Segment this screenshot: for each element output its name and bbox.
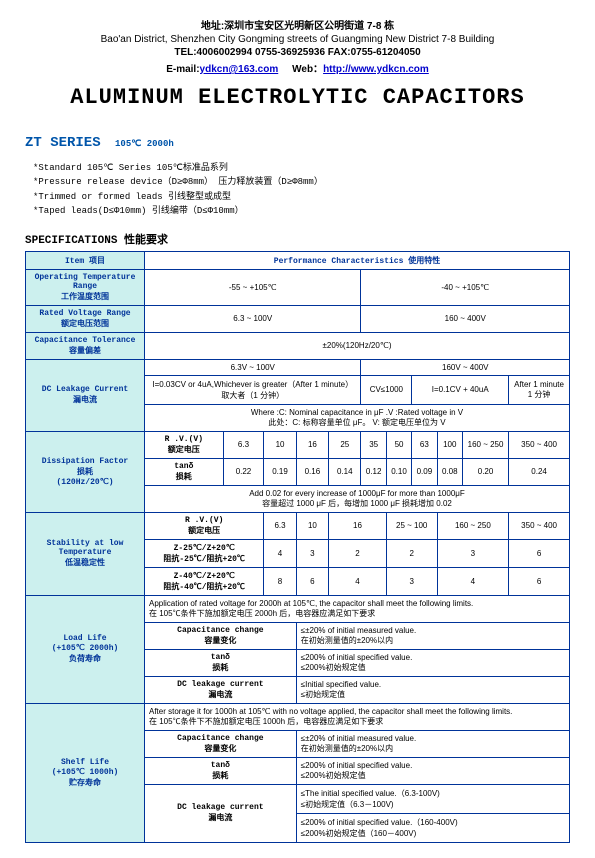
row-shelf-life: Shelf Life(+105℃ 1000h)贮存寿命 <box>26 703 145 842</box>
spec-table: Item 项目 Performance Characteristics 使用特性… <box>25 251 570 843</box>
row-op-temp: Operating Temperature Range工作温度范围 <box>26 269 145 305</box>
spec-title: SPECIFICATIONS 性能要求 <box>25 231 570 247</box>
address-en: Bao'an District, Shenzhen City Gongming … <box>25 34 570 45</box>
feature-bullets: *Standard 105℃ Series 105℃标准品系列 *Pressur… <box>33 161 570 219</box>
doc-header: 地址:深圳市宝安区光明新区公明街道 7-8 栋 Bao'an District,… <box>25 17 570 75</box>
series-title: ZT SERIES 105℃ 2000h <box>25 135 570 151</box>
row-cap-tol: Capacitance Tolerance容量偏差 <box>26 332 145 359</box>
row-dc-leak: DC Leakage Current漏电流 <box>26 359 145 431</box>
row-stability: Stability at low Temperature低温稳定性 <box>26 512 145 595</box>
web-link[interactable]: http://www.ydkcn.com <box>323 64 429 75</box>
main-title: ALUMINUM ELECTROLYTIC CAPACITORS <box>25 85 570 110</box>
th-perf: Performance Characteristics 使用特性 <box>145 251 570 269</box>
th-item: Item 项目 <box>26 251 145 269</box>
tel-fax: TEL:4006002994 0755-36925936 FAX:0755-61… <box>25 47 570 58</box>
row-rated-v: Rated Voltage Range额定电压范围 <box>26 305 145 332</box>
row-diss: Dissipation Factor损耗(120Hz/20℃) <box>26 431 145 512</box>
row-load-life: Load Life(+105℃ 2000h)负荷寿命 <box>26 595 145 703</box>
contact-line: E-mail:ydkcn@163.com Web：http://www.ydkc… <box>25 60 570 75</box>
email-link[interactable]: ydkcn@163.com <box>200 64 279 75</box>
address-cn: 地址:深圳市宝安区光明新区公明街道 7-8 栋 <box>25 17 570 32</box>
